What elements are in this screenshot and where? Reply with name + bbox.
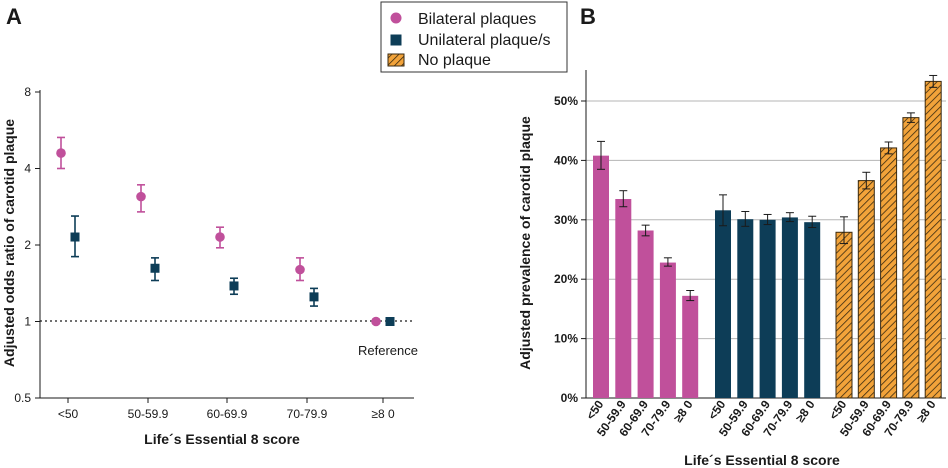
bar <box>924 80 942 399</box>
panel-b-bars <box>593 74 942 399</box>
panel-b: B Adjusted prevalence of carotid plaque … <box>517 4 946 468</box>
panel-b-y-tick-label: 10% <box>554 332 578 346</box>
panel-b-y-tick-label: 0% <box>561 391 579 405</box>
bar <box>781 217 798 398</box>
panel-b-letter: B <box>580 4 596 29</box>
legend-square-icon <box>390 34 402 46</box>
legend-box <box>380 1 568 73</box>
panel-a-points <box>56 136 395 327</box>
legend-label-no-plaque: No plaque <box>418 52 491 69</box>
bar <box>637 230 654 398</box>
bilateral-point <box>56 148 66 158</box>
bar <box>593 155 609 398</box>
panel-a-ylabel: Adjusted odds ratio of carotid plaque <box>1 119 17 367</box>
bar <box>715 210 731 398</box>
panel-a-y-ticks: 0.5 1 2 4 8 <box>14 85 40 405</box>
panel-a-y-tick-label: 8 <box>24 85 31 99</box>
panel-b-y-tick-label: 50% <box>554 94 578 108</box>
unilateral-point <box>70 232 80 242</box>
panel-a-xlabel: Life´s Essential 8 score <box>144 431 300 447</box>
bar <box>902 117 920 399</box>
bilateral-point <box>215 232 225 242</box>
panel-b-x-tick-label: ≥8 0 <box>793 397 818 424</box>
panel-b-x-tick-label: ≥8 0 <box>914 397 939 424</box>
panel-a-x-tick-label: ≥8 0 <box>371 407 395 421</box>
bar <box>880 147 898 399</box>
bilateral-point <box>371 316 381 327</box>
bilateral-point <box>136 191 146 202</box>
panel-b-x-tick-label: ≥8 0 <box>671 397 696 424</box>
panel-a-y-tick-label: 2 <box>24 238 31 252</box>
panel-a: A Adjusted odds ratio of carotid plaque … <box>1 4 418 447</box>
panel-b-ylabel: Adjusted prevalence of carotid plaque <box>517 116 533 370</box>
panel-a-x-ticks: <50 50-59.9 60-69.9 70-79.9 ≥8 0 <box>58 398 395 421</box>
unilateral-point <box>385 317 395 326</box>
legend-hatched-square-icon <box>387 53 405 67</box>
bar <box>857 180 875 399</box>
panel-b-y-tick-label: 40% <box>554 153 578 167</box>
panel-a-x-tick-label: 50-59.9 <box>128 407 169 421</box>
panel-b-y-tick-label: 20% <box>554 272 578 286</box>
unilateral-point <box>229 281 239 291</box>
panel-a-letter: A <box>6 4 22 29</box>
panel-a-reference-label: Reference <box>358 343 418 358</box>
panel-a-x-tick-label: 70-79.9 <box>287 407 328 421</box>
bar <box>835 231 853 399</box>
bar <box>659 262 676 398</box>
legend: Bilateral plaques Unilateral plaque/s No… <box>380 1 568 73</box>
bar <box>759 219 776 398</box>
bar <box>615 199 632 398</box>
legend-circle-icon <box>390 12 402 24</box>
bilateral-point <box>295 264 305 275</box>
panel-a-y-tick-label: 1 <box>24 315 31 329</box>
legend-label-bilateral: Bilateral plaques <box>418 11 536 28</box>
unilateral-point <box>309 292 319 302</box>
panel-a-y-tick-label: 4 <box>24 162 31 176</box>
panel-b-xlabel: Life´s Essential 8 score <box>684 452 840 468</box>
panel-b-y-tick-label: 30% <box>554 213 578 227</box>
bar <box>737 219 754 398</box>
panel-a-x-tick-label: 60-69.9 <box>207 407 248 421</box>
panel-a-y-tick-label: 0.5 <box>14 391 31 405</box>
panel-a-x-tick-label: <50 <box>58 407 79 421</box>
bar <box>682 295 699 398</box>
legend-label-unilateral: Unilateral plaque/s <box>418 32 551 49</box>
unilateral-point <box>150 263 160 273</box>
panel-b-y-ticks: 0% 10% 20% 30% 40% 50% <box>554 94 586 405</box>
bar <box>804 222 821 398</box>
